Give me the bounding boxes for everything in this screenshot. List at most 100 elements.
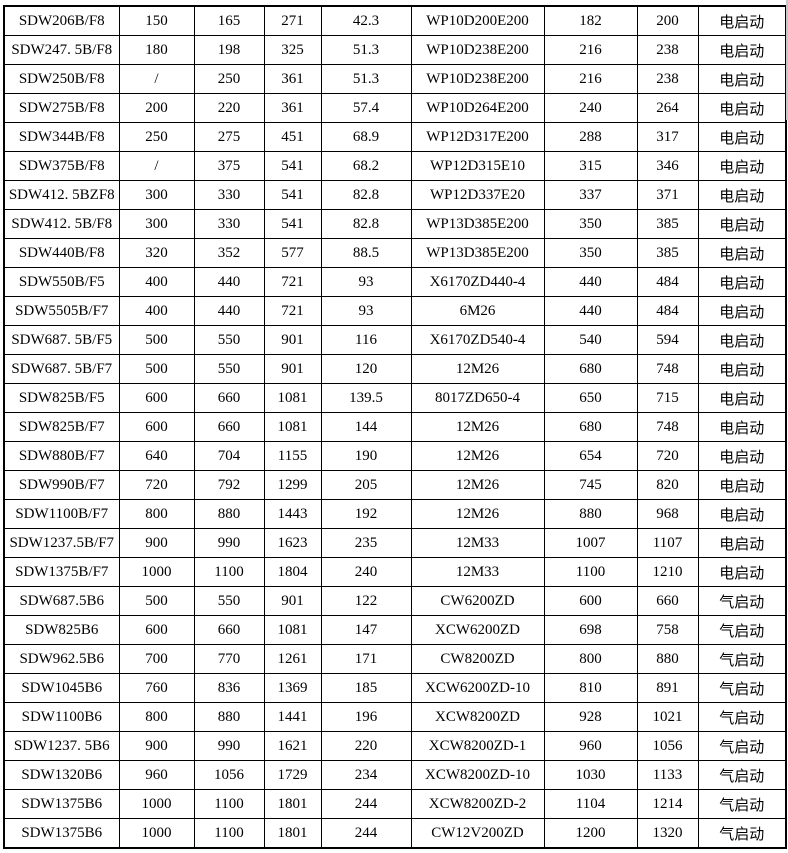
cell-value-6: 238 [636,35,699,65]
table-row: SDW825B/F5 600 660 1081 139.5 8017ZD650-… [3,383,787,413]
cell-genset-model: SDW1375B6 [3,789,120,819]
cell-engine-model: CW12V200ZD [410,818,545,849]
cell-start-mode: 电启动 [697,354,787,384]
cell-value-3: 1621 [263,731,322,761]
cell-start-mode: 电启动 [697,122,787,152]
cell-genset-model: SDW1045B6 [3,673,120,703]
cell-start-mode: 电启动 [697,499,787,529]
table-row: SDW550B/F5 400 440 721 93 X6170ZD440-4 4… [3,267,787,297]
cell-value-3: 1081 [263,412,322,442]
cell-value-4: 240 [320,557,412,587]
cell-value-1: 1000 [118,789,195,819]
cell-genset-model: SDW275B/F8 [3,93,120,123]
cell-genset-model: SDW687. 5B/F5 [3,325,120,355]
cell-value-6: 820 [636,470,699,500]
cell-value-4: 185 [320,673,412,703]
cell-engine-model: WP10D200E200 [410,5,545,36]
cell-value-4: 192 [320,499,412,529]
cell-value-4: 42.3 [320,5,412,36]
table-row: SDW412. 5BZF8 300 330 541 82.8 WP12D337E… [3,180,787,210]
cell-genset-model: SDW375B/F8 [3,151,120,181]
cell-engine-model: XCW8200ZD-1 [410,731,545,761]
cell-start-mode: 电启动 [697,5,787,36]
cell-value-2: 1100 [193,818,265,849]
cell-value-3: 1261 [263,644,322,674]
cell-genset-model: SDW412. 5BZF8 [3,180,120,210]
table-row: SDW825B/F7 600 660 1081 144 12M26 680 74… [3,412,787,442]
cell-value-5: 680 [543,412,638,442]
cell-genset-model: SDW440B/F8 [3,238,120,268]
cell-value-6: 346 [636,151,699,181]
cell-start-mode: 电启动 [697,267,787,297]
table-row: SDW1375B/F7 1000 1100 1804 240 12M33 110… [3,557,787,587]
cell-value-4: 139.5 [320,383,412,413]
cell-value-6: 715 [636,383,699,413]
cell-value-6: 1021 [636,702,699,732]
cell-value-4: 190 [320,441,412,471]
cell-value-1: 600 [118,383,195,413]
cell-start-mode: 电启动 [697,238,787,268]
cell-value-5: 540 [543,325,638,355]
cell-value-5: 1104 [543,789,638,819]
cell-value-1: 900 [118,528,195,558]
cell-genset-model: SDW206B/F8 [3,5,120,36]
cell-value-4: 57.4 [320,93,412,123]
cell-value-6: 371 [636,180,699,210]
cell-genset-model: SDW1100B6 [3,702,120,732]
cell-value-5: 240 [543,93,638,123]
cell-genset-model: SDW825B6 [3,615,120,645]
cell-value-3: 1801 [263,789,322,819]
cell-value-1: 640 [118,441,195,471]
cell-start-mode: 电启动 [697,412,787,442]
cell-value-2: 704 [193,441,265,471]
cell-value-2: 1100 [193,789,265,819]
table-row: SDW250B/F8 / 250 361 51.3 WP10D238E200 2… [3,64,787,94]
cell-value-5: 880 [543,499,638,529]
cell-value-1: 760 [118,673,195,703]
cell-value-2: 1100 [193,557,265,587]
cell-start-mode: 气启动 [697,702,787,732]
cell-genset-model: SDW825B/F7 [3,412,120,442]
cell-value-3: 721 [263,267,322,297]
cell-start-mode: 电启动 [697,151,787,181]
cell-value-2: 375 [193,151,265,181]
cell-genset-model: SDW1100B/F7 [3,499,120,529]
cell-genset-model: SDW1237.5B/F7 [3,528,120,558]
cell-value-5: 350 [543,209,638,239]
cell-value-6: 720 [636,441,699,471]
cell-value-1: 300 [118,180,195,210]
table-row: SDW880B/F7 640 704 1155 190 12M26 654 72… [3,441,787,471]
cell-engine-model: 12M26 [410,470,545,500]
cell-engine-model: WP13D385E200 [410,209,545,239]
cell-engine-model: XCW8200ZD-2 [410,789,545,819]
spec-table: SDW206B/F8 150 165 271 42.3 WP10D200E200… [3,5,787,849]
cell-value-2: 660 [193,412,265,442]
cell-engine-model: 12M26 [410,354,545,384]
cell-value-2: 660 [193,383,265,413]
cell-value-5: 350 [543,238,638,268]
cell-value-1: 700 [118,644,195,674]
cell-engine-model: WP10D264E200 [410,93,545,123]
cell-value-3: 361 [263,93,322,123]
cell-value-2: 836 [193,673,265,703]
table-row: SDW687.5B6 500 550 901 122 CW6200ZD 600 … [3,586,787,616]
cell-engine-model: XCW8200ZD-10 [410,760,545,790]
cell-value-3: 271 [263,5,322,36]
cell-value-6: 1107 [636,528,699,558]
cell-value-2: 880 [193,499,265,529]
table-row: SDW825B6 600 660 1081 147 XCW6200ZD 698 … [3,615,787,645]
cell-value-6: 1214 [636,789,699,819]
cell-start-mode: 气启动 [697,673,787,703]
cell-start-mode: 气启动 [697,789,787,819]
table-row: SDW1237. 5B6 900 990 1621 220 XCW8200ZD-… [3,731,787,761]
cell-engine-model: WP12D317E200 [410,122,545,152]
cell-value-5: 337 [543,180,638,210]
cell-value-1: 180 [118,35,195,65]
cell-value-4: 93 [320,267,412,297]
cell-value-2: 550 [193,325,265,355]
cell-start-mode: 电启动 [697,180,787,210]
cell-value-4: 93 [320,296,412,326]
cell-value-2: 165 [193,5,265,36]
cell-start-mode: 电启动 [697,383,787,413]
cell-value-5: 440 [543,267,638,297]
